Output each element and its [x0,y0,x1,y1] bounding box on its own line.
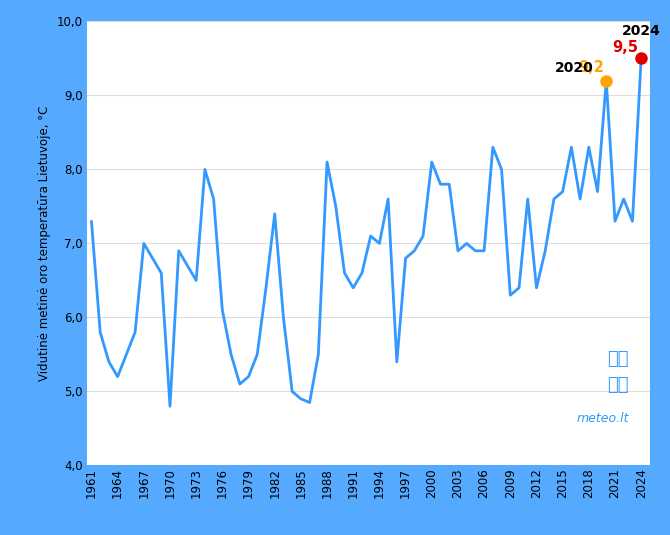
Y-axis label: Vidutinė metinė oro temperatūra Lietuvoje, °C: Vidutinė metinė oro temperatūra Lietuvoj… [38,106,52,381]
Text: 9,2: 9,2 [578,60,604,75]
Text: 2020: 2020 [555,60,593,75]
Text: meteo.lt: meteo.lt [577,412,629,425]
Text: 2024: 2024 [622,24,661,37]
Text: 9,5: 9,5 [612,40,639,55]
Text: 〜〜: 〜〜 [608,350,629,368]
Text: 〜〜: 〜〜 [608,377,629,394]
